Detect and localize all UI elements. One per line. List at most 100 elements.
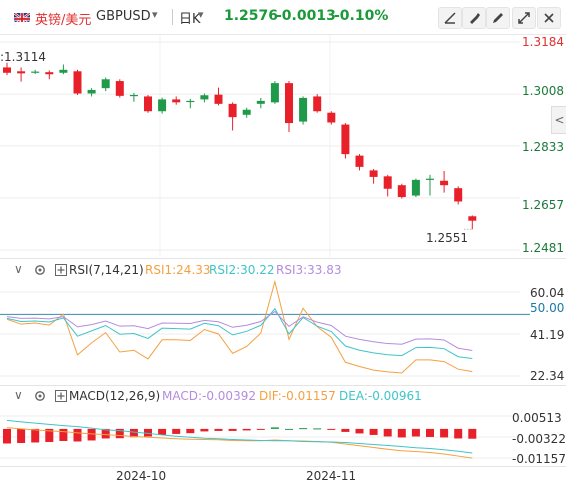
- candle-body: [256, 100, 265, 104]
- candle-body: [87, 89, 96, 94]
- rsi-chart[interactable]: [0, 278, 566, 384]
- macd-bar: [144, 428, 152, 437]
- candle-body: [129, 94, 138, 97]
- candle-body: [454, 188, 463, 202]
- dea-line: [6, 419, 473, 454]
- macd-bar: [115, 428, 124, 439]
- candle-body: [3, 67, 11, 73]
- y-label-3: 1.2833: [522, 140, 564, 154]
- divider: [172, 9, 173, 25]
- low-price-label: 1.2551: [426, 231, 468, 245]
- pencil-button[interactable]: [486, 7, 510, 29]
- candle-body: [214, 94, 223, 104]
- y-label-1: 1.3184: [522, 35, 564, 49]
- macd-bar: [45, 428, 54, 442]
- macd-bar: [158, 428, 167, 435]
- panel-divider: [0, 385, 566, 386]
- candle-body: [228, 103, 237, 118]
- period-chevron-down-icon[interactable]: ▾: [198, 8, 204, 21]
- y-label-4: 1.2657: [522, 198, 564, 212]
- uk-flag-icon: [14, 10, 30, 22]
- macd-bar: [101, 428, 110, 439]
- panel-divider: [0, 258, 566, 259]
- candle-body: [411, 179, 420, 196]
- collapse-chevron-icon[interactable]: ∨: [14, 388, 23, 402]
- symbol-name[interactable]: 英镑/美元: [35, 13, 92, 28]
- macd-bar: [17, 428, 26, 443]
- close-button[interactable]: [537, 7, 561, 29]
- close-icon: [544, 13, 554, 23]
- macd-bar: [129, 428, 138, 438]
- macd-bar: [397, 428, 406, 438]
- rsi-y-label-4: 22.34: [530, 369, 565, 383]
- candle-body: [200, 95, 209, 100]
- collapse-chevron-icon[interactable]: ∨: [14, 262, 23, 276]
- expand-sidebar-button[interactable]: <: [551, 106, 566, 134]
- rsi1-line: [6, 279, 473, 374]
- candle-body: [144, 96, 152, 112]
- macd-bar: [426, 428, 434, 437]
- candle-body: [73, 71, 82, 94]
- candle-body: [115, 81, 124, 96]
- symbol-code[interactable]: GBPUSD: [96, 9, 151, 24]
- rsi3-line: [6, 310, 473, 351]
- rsi-y-label-3: 41.19: [530, 328, 565, 342]
- candle-body: [45, 72, 54, 75]
- candle-body: [299, 97, 308, 122]
- macd-y-label-1: 0.00513: [512, 411, 562, 425]
- candle-body: [59, 69, 68, 73]
- x-label-nov: 2024-11: [306, 469, 357, 483]
- high-price-label: :1.3114: [0, 50, 47, 64]
- dif-value: DIF:-0.01157: [259, 389, 336, 403]
- macd-bar: [299, 428, 308, 430]
- y-label-5: 1.2481: [522, 241, 564, 255]
- price-change-percent: -0.10%: [334, 8, 389, 24]
- candlestick-chart[interactable]: [0, 35, 566, 257]
- candle-body: [101, 79, 110, 89]
- candle-body: [285, 83, 293, 124]
- candle-body: [327, 112, 336, 123]
- candle-body: [186, 100, 195, 103]
- macd-y-label-2: -0.00322: [512, 432, 566, 446]
- macd-bar: [256, 428, 265, 430]
- draw-line-button[interactable]: [438, 7, 462, 29]
- macd-chart[interactable]: [0, 402, 566, 468]
- macd-bar: [200, 428, 209, 432]
- macd-bar: [440, 428, 449, 438]
- macd-bar: [31, 428, 40, 443]
- rsi2-value: RSI2:30.22: [209, 263, 275, 277]
- macd-bar: [242, 428, 251, 431]
- rsi2-line: [6, 307, 473, 359]
- macd-bar: [285, 428, 293, 430]
- y-label-2: 1.3008: [522, 84, 564, 98]
- macd-bar: [454, 428, 463, 439]
- macd-bar: [341, 428, 350, 432]
- candle-body: [17, 71, 26, 74]
- dif-line: [6, 427, 473, 459]
- period-selector[interactable]: 日K: [179, 12, 201, 27]
- brush-button[interactable]: [462, 7, 486, 29]
- macd-bar: [59, 428, 68, 441]
- rsi3-value: RSI3:33.83: [276, 263, 342, 277]
- settings-icon[interactable]: [34, 390, 46, 402]
- candle-body: [158, 99, 167, 112]
- expand-icon: [518, 12, 530, 24]
- candle-body: [355, 155, 364, 167]
- brush-icon: [470, 13, 480, 24]
- macd-bar: [186, 428, 195, 434]
- rsi-y-label-2: 50.00: [530, 301, 565, 315]
- expand-button[interactable]: [512, 7, 536, 29]
- macd-bar: [355, 428, 364, 434]
- add-indicator-icon[interactable]: [55, 390, 67, 402]
- price-change: -0.0013: [276, 8, 336, 24]
- chevron-down-icon[interactable]: ▾: [152, 8, 158, 21]
- candle-body: [468, 216, 477, 221]
- candle-body: [397, 185, 406, 198]
- last-price: 1.2576: [224, 8, 279, 24]
- macd-bar: [327, 428, 336, 430]
- x-axis-line: [0, 466, 566, 467]
- candle-body: [426, 178, 434, 180]
- dea-value: DEA:-0.00961: [339, 389, 422, 403]
- settings-icon[interactable]: [34, 264, 46, 276]
- add-indicator-icon[interactable]: [55, 264, 67, 276]
